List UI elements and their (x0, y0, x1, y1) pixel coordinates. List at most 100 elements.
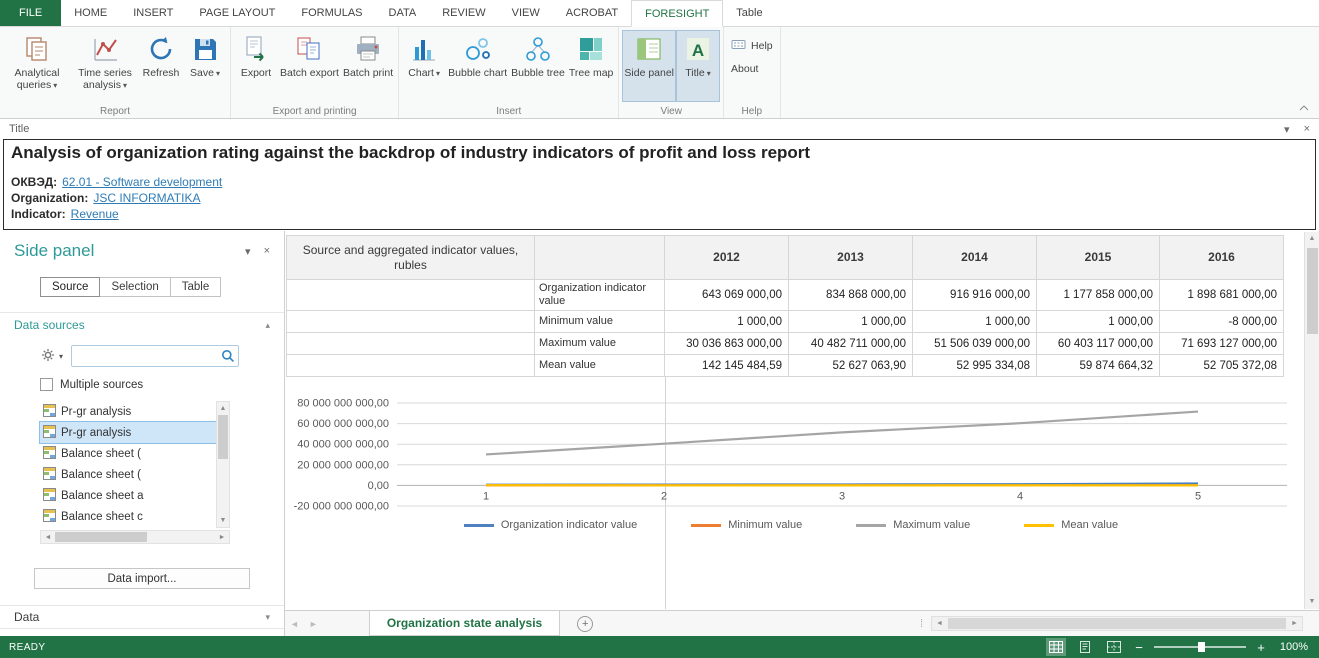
collapse-ribbon-icon[interactable] (1299, 100, 1309, 114)
table-icon (43, 424, 56, 441)
scroll-down-icon[interactable]: ▼ (1308, 598, 1316, 605)
bubble-chart-button[interactable]: Bubble chart (446, 30, 509, 102)
data-section-header[interactable]: Data ▾ (0, 605, 284, 629)
legend-swatch (463, 523, 494, 527)
title-panel-menu-icon[interactable]: ▾ (1284, 123, 1290, 136)
legend-item[interactable]: Minimum value (691, 519, 802, 531)
zoom-out-button[interactable]: − (1135, 639, 1143, 655)
tab-review[interactable]: REVIEW (442, 7, 486, 19)
bubble-chart-icon (464, 33, 492, 65)
time-series-analysis-button[interactable]: Time series analysis ▾ (71, 30, 139, 102)
analytical-queries-button[interactable]: Analytical queries ▾ (3, 30, 71, 102)
scroll-down-icon[interactable]: ▼ (219, 517, 227, 524)
title-panel-close-icon[interactable]: × (1303, 122, 1310, 135)
tree-map-button[interactable]: Tree map (567, 30, 616, 102)
list-item[interactable]: Balance sheet ( (40, 443, 216, 464)
sheet-prev-icon[interactable]: ◄ (290, 618, 299, 629)
list-horizontal-scrollbar[interactable]: ◄ ► (40, 530, 230, 544)
tab-insert[interactable]: INSERT (133, 7, 174, 19)
list-vertical-scrollbar[interactable]: ▲ ▼ (216, 401, 230, 528)
list-item[interactable]: Pr-gr analysis (40, 401, 216, 422)
normal-view-icon[interactable] (1046, 638, 1066, 656)
list-item-selected[interactable]: Pr-gr analysis (39, 421, 217, 444)
export-button[interactable]: Export (234, 30, 278, 102)
zoom-in-button[interactable]: + (1257, 639, 1265, 655)
chart-button[interactable]: Chart ▾ (402, 30, 446, 102)
scrollbar-thumb[interactable] (55, 532, 147, 542)
cell-value: 142 145 484,59 (664, 354, 789, 378)
file-tab[interactable]: FILE (0, 0, 62, 26)
list-item[interactable]: Balance sheet ( (40, 464, 216, 485)
expand-section-icon[interactable]: ▾ (265, 611, 270, 622)
scroll-up-icon[interactable]: ▲ (219, 405, 227, 412)
zoom-slider[interactable] (1154, 642, 1246, 652)
ribbon-group-help: Help About Help (724, 27, 781, 118)
side-panel-menu-icon[interactable]: ▾ (245, 245, 251, 258)
scrollbar-thumb[interactable] (948, 618, 1286, 629)
help-icon (731, 37, 746, 54)
cell-value: 30 036 863 000,00 (664, 332, 789, 356)
scroll-left-icon[interactable]: ◄ (44, 533, 52, 541)
multiple-sources-checkbox[interactable] (40, 378, 53, 391)
organization-link[interactable]: JSC INFORMATIKA (93, 191, 201, 206)
side-panel-close-icon[interactable]: × (263, 244, 270, 257)
data-sources-section-header[interactable]: Data sources ▴ (0, 312, 284, 336)
page-layout-view-icon[interactable] (1075, 638, 1095, 656)
sheet-tab-active[interactable]: Organization state analysis (368, 611, 561, 636)
refresh-button[interactable]: Refresh (139, 30, 183, 102)
legend-item[interactable]: Mean value (1024, 519, 1118, 531)
title-button[interactable]: A Title ▾ (676, 30, 721, 102)
table-empty-header (534, 235, 665, 280)
list-item[interactable]: Balance sheet a (40, 485, 216, 506)
data-import-button[interactable]: Data import... (34, 568, 250, 589)
tab-table[interactable]: Table (736, 7, 763, 19)
search-settings-button[interactable]: ▾ (38, 346, 66, 367)
search-input[interactable] (71, 345, 240, 367)
batch-print-button[interactable]: Batch print (341, 30, 395, 102)
table-icon (43, 508, 56, 525)
line-chart[interactable]: 80 000 000 000,00 60 000 000 000,00 40 000… (285, 393, 1319, 531)
indicator-link[interactable]: Revenue (70, 207, 119, 222)
scroll-right-icon[interactable]: ► (218, 533, 226, 541)
svg-text:A: A (692, 41, 704, 60)
tab-view[interactable]: VIEW (511, 7, 540, 19)
okved-link[interactable]: 62.01 - Software development (62, 175, 223, 190)
cell-value: 834 868 000,00 (788, 278, 913, 312)
tab-selection[interactable]: Selection (100, 277, 171, 297)
indicator-field: Indicator: Revenue (11, 207, 119, 222)
horizontal-scrollbar[interactable]: ◄ ► (931, 616, 1303, 631)
save-button[interactable]: Save ▾ (183, 30, 227, 102)
batch-export-button[interactable]: Batch export (278, 30, 341, 102)
tab-data[interactable]: DATA (388, 7, 417, 19)
scroll-right-icon[interactable]: ► (1291, 620, 1298, 627)
tree-map-icon (578, 33, 604, 65)
list-item[interactable]: Balance sheet c (40, 506, 216, 527)
bubble-tree-button[interactable]: Bubble tree (509, 30, 567, 102)
page-break-view-icon[interactable] (1104, 638, 1124, 656)
collapse-section-icon[interactable]: ▴ (265, 319, 270, 330)
about-button[interactable]: About (731, 63, 759, 75)
zoom-level[interactable]: 100% (1279, 641, 1308, 653)
tab-page-layout[interactable]: PAGE LAYOUT (199, 7, 276, 19)
search-icon[interactable] (221, 349, 235, 366)
tab-source[interactable]: Source (40, 277, 101, 297)
tab-formulas[interactable]: FORMULAS (301, 7, 363, 19)
zoom-slider-thumb[interactable] (1198, 642, 1205, 652)
scrollbar-thumb[interactable] (218, 415, 228, 459)
sheet-next-icon[interactable]: ► (308, 618, 318, 629)
tab-home[interactable]: HOME (74, 7, 108, 19)
scroll-up-icon[interactable]: ▲ (1308, 235, 1316, 242)
tab-acrobat[interactable]: ACROBAT (565, 7, 619, 19)
help-button[interactable]: Help (727, 36, 777, 55)
scroll-left-icon[interactable]: ◄ (936, 620, 943, 627)
vertical-scrollbar[interactable]: ▲ ▼ (1304, 232, 1319, 609)
legend-item[interactable]: Organization indicator value (463, 519, 637, 531)
cell-value: 916 916 000,00 (912, 278, 1037, 312)
tab-foresight[interactable]: FORESIGHT (631, 0, 724, 27)
side-panel-button[interactable]: Side panel (622, 30, 677, 102)
scrollbar-thumb[interactable] (1306, 248, 1318, 334)
scrollbar-divider[interactable]: ⁞ (919, 617, 923, 630)
legend-item[interactable]: Maximum value (856, 519, 970, 531)
add-sheet-icon[interactable]: + (577, 615, 594, 632)
tab-table-sp[interactable]: Table (170, 277, 222, 297)
